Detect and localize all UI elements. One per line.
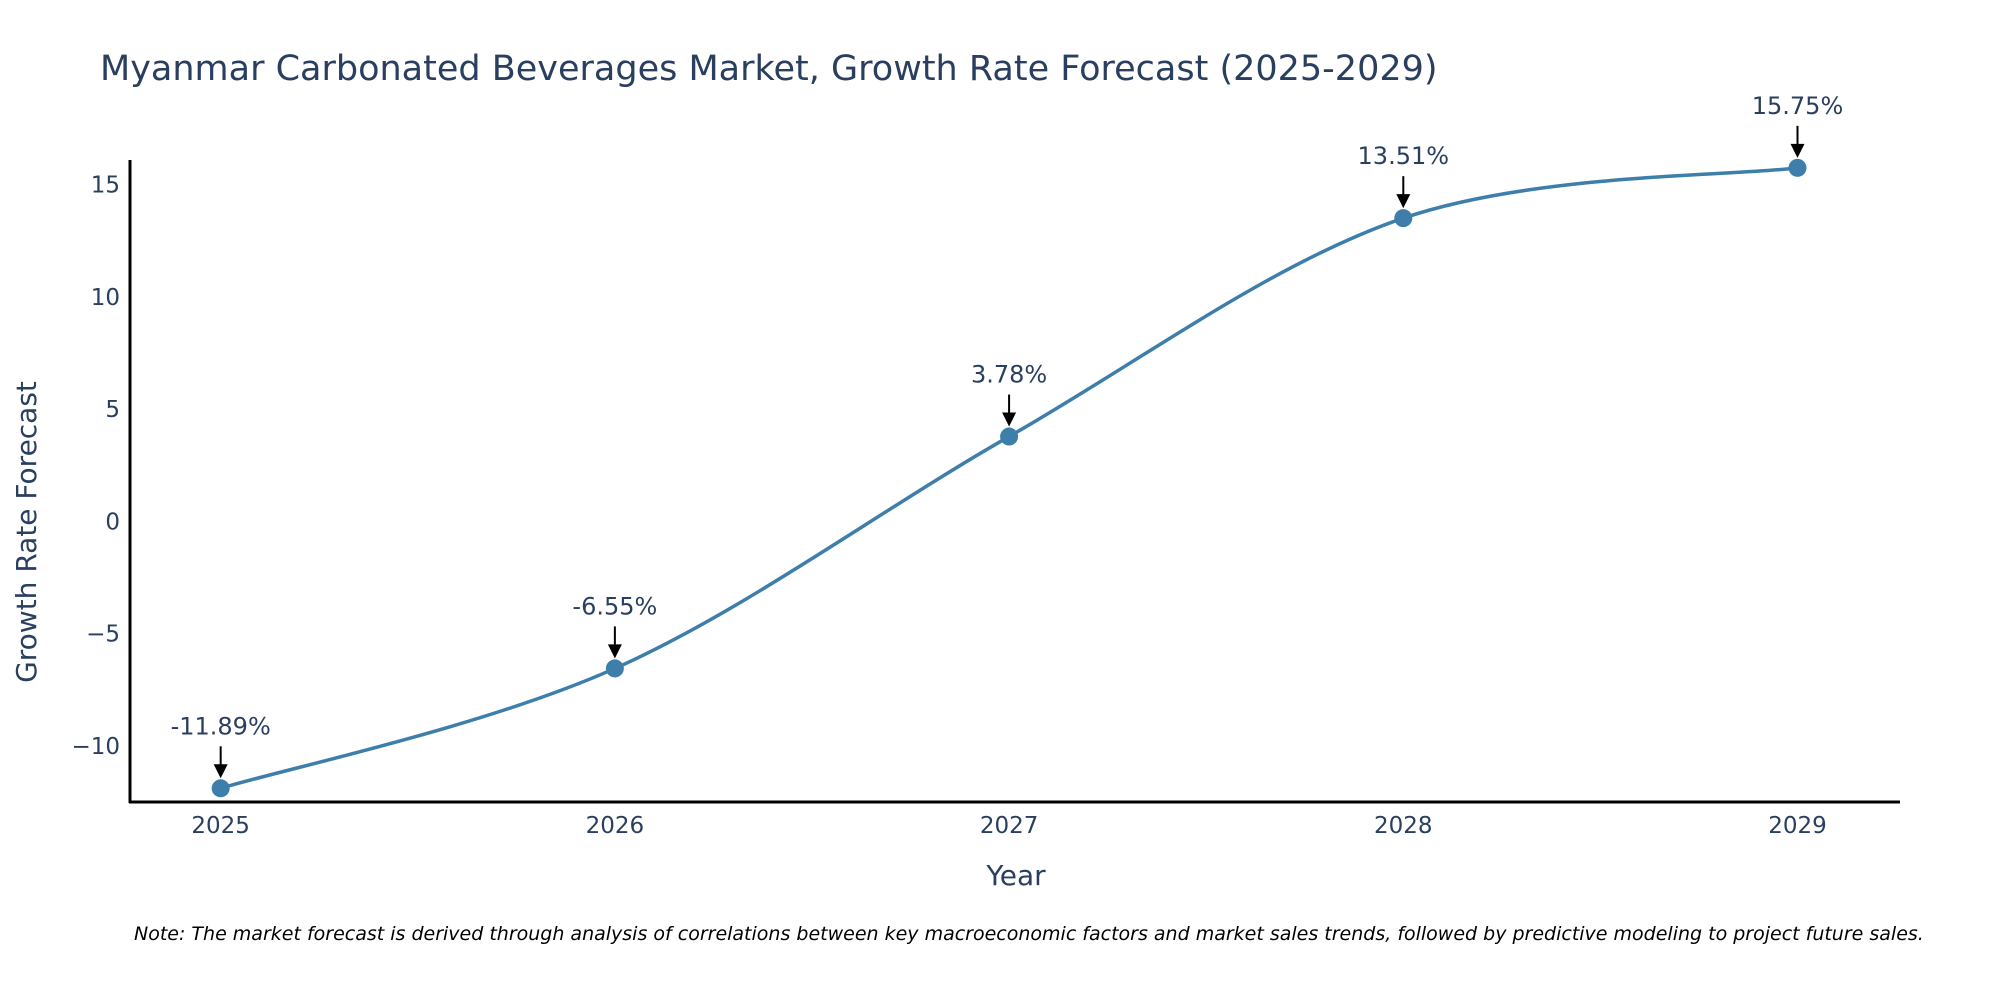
y-tick-label: 10 xyxy=(91,285,120,311)
y-tick-label: 15 xyxy=(91,173,120,199)
x-axis-title: Year xyxy=(985,859,1046,892)
annotation-arrow-head xyxy=(1790,143,1805,158)
data-point-marker xyxy=(1394,209,1413,228)
data-label: 3.78% xyxy=(971,361,1047,389)
data-label: -11.89% xyxy=(171,712,271,740)
chart-title: Myanmar Carbonated Beverages Market, Gro… xyxy=(100,49,1438,89)
y-tick-label: −10 xyxy=(71,734,120,760)
plot-area: −10 −5 0 5 10 15 2025 2026 2027 2028 2029 -11.89% -6… xyxy=(71,92,1900,839)
annotation-arrow-head xyxy=(1002,412,1017,427)
y-axis-title: Growth Rate Forecast xyxy=(10,381,43,683)
annotation-arrow-head xyxy=(1396,194,1411,209)
data-point-marker xyxy=(211,779,230,798)
x-tick-label: 2025 xyxy=(191,813,250,839)
growth-rate-series-line xyxy=(218,166,1800,791)
y-tick-label: −5 xyxy=(86,622,120,648)
data-point-marker xyxy=(1788,158,1807,177)
y-tick-label: 0 xyxy=(105,509,120,535)
y-tick-label: 5 xyxy=(105,397,120,423)
data-label: -6.55% xyxy=(572,592,657,620)
data-label: 15.75% xyxy=(1752,92,1844,120)
annotation-arrow-head xyxy=(213,764,228,779)
x-tick-label: 2026 xyxy=(586,813,645,839)
x-tick-label: 2029 xyxy=(1768,813,1827,839)
data-point-marker xyxy=(605,659,624,678)
data-point-marker xyxy=(1000,427,1019,446)
annotation-arrow-head xyxy=(607,644,622,659)
data-label: 13.51% xyxy=(1358,142,1450,170)
footnote: Note: The market forecast is derived thr… xyxy=(134,923,1924,945)
x-tick-label: 2027 xyxy=(980,813,1039,839)
x-tick-label: 2028 xyxy=(1374,813,1433,839)
